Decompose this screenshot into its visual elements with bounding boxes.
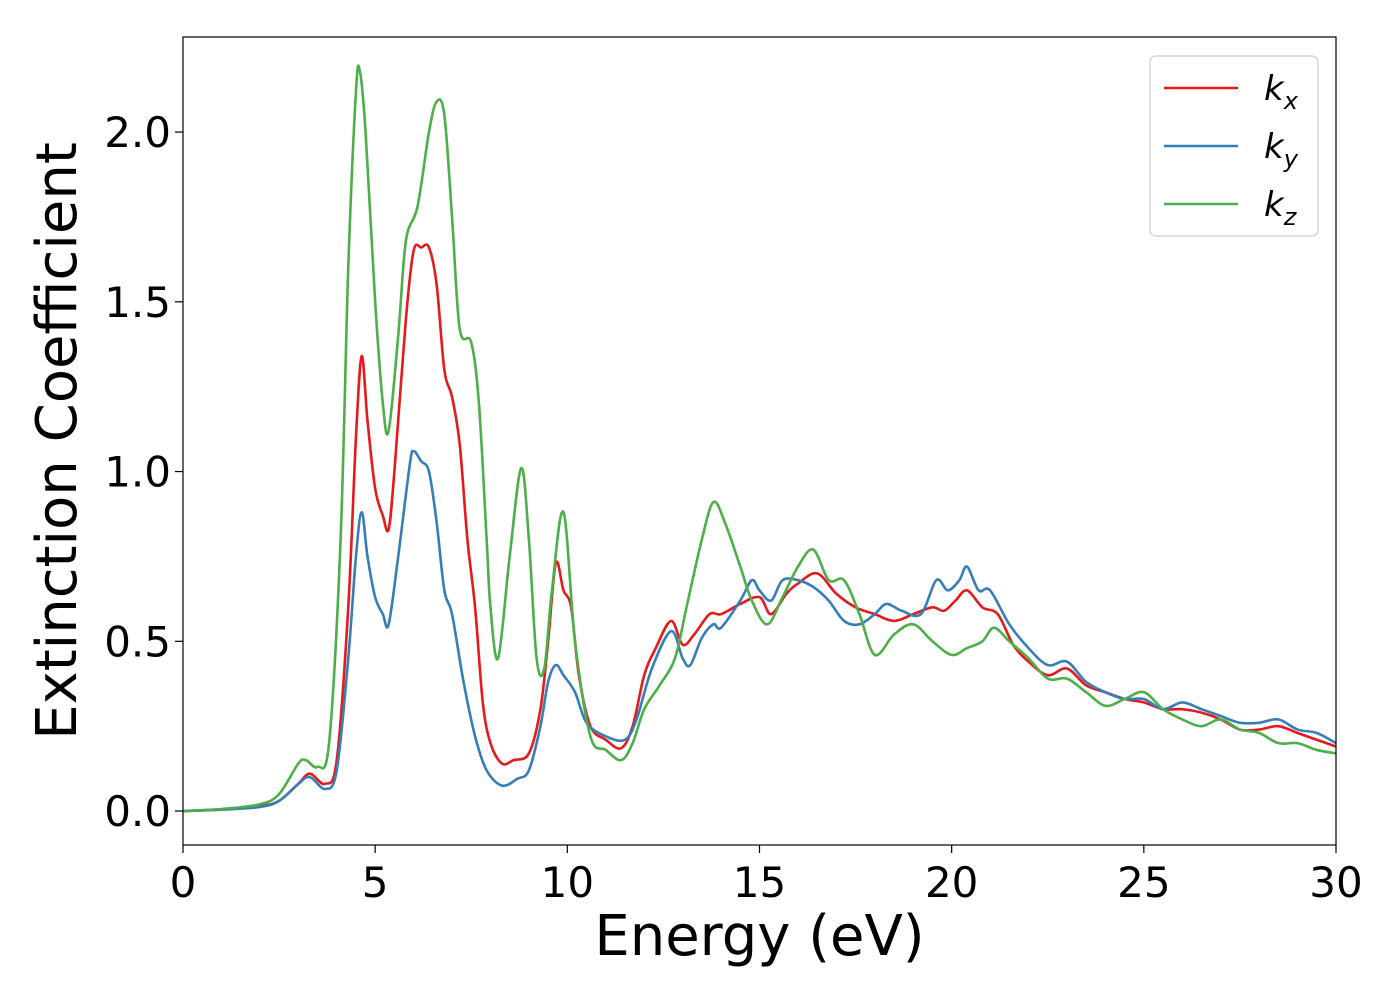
x-tick-label: 0 bbox=[170, 858, 197, 907]
legend-label-kx: kx bbox=[1264, 69, 1299, 115]
y-tick-label: 0.0 bbox=[104, 787, 171, 836]
legend-label-kz: kz bbox=[1264, 185, 1298, 231]
x-tick-label: 20 bbox=[925, 858, 978, 907]
legend-label-subscript: x bbox=[1283, 87, 1299, 115]
y-tick-label: 1.5 bbox=[104, 278, 171, 327]
y-tick-label: 2.0 bbox=[104, 108, 171, 157]
legend-label-main: k bbox=[1264, 185, 1285, 225]
legend-label-ky: ky bbox=[1264, 127, 1299, 173]
x-tick-label: 10 bbox=[541, 858, 594, 907]
x-axis-title: Energy (eV) bbox=[594, 904, 924, 969]
series-line-kx bbox=[183, 243, 1336, 813]
y-tick-label: 0.5 bbox=[104, 617, 171, 666]
y-tick-label: 1.0 bbox=[104, 448, 171, 497]
y-axis-ticks: 0.0 0.5 1.0 1.5 2.0 bbox=[104, 108, 183, 836]
x-tick-label: 25 bbox=[1117, 858, 1170, 907]
legend-label-subscript: z bbox=[1283, 203, 1298, 231]
series-line-ky bbox=[183, 449, 1336, 813]
x-tick-label: 30 bbox=[1309, 858, 1362, 907]
x-tick-label: 5 bbox=[362, 858, 389, 907]
legend-label-main: k bbox=[1264, 127, 1285, 167]
series-line-kz bbox=[183, 64, 1336, 813]
y-axis-title: Extinction Coefficient bbox=[25, 142, 90, 740]
x-tick-label: 15 bbox=[733, 858, 786, 907]
plot-lines bbox=[183, 64, 1336, 813]
x-axis-ticks: 0 5 10 15 20 25 30 bbox=[170, 845, 1363, 907]
legend-label-main: k bbox=[1264, 69, 1285, 109]
legend-label-subscript: y bbox=[1283, 145, 1299, 173]
